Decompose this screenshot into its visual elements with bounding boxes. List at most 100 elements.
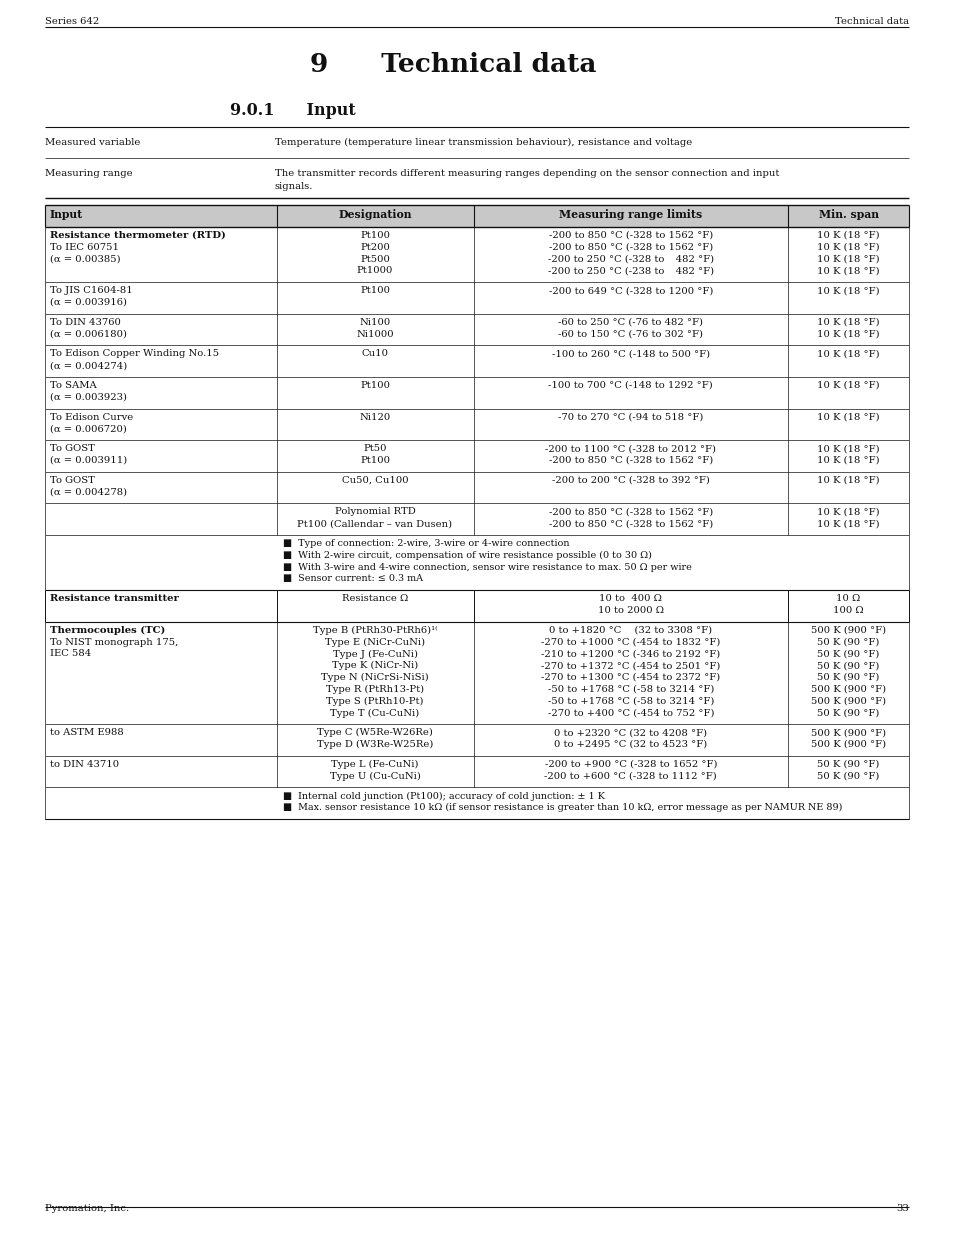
Text: -200 to +900 °C (-328 to 1652 °F): -200 to +900 °C (-328 to 1652 °F) — [544, 760, 717, 769]
Text: Pt200: Pt200 — [359, 243, 390, 252]
Text: (α = 0.00385): (α = 0.00385) — [50, 254, 120, 263]
Text: (α = 0.004278): (α = 0.004278) — [50, 488, 127, 496]
Text: Measured variable: Measured variable — [45, 138, 140, 147]
Text: (α = 0.006720): (α = 0.006720) — [50, 425, 127, 433]
Text: 10 K (18 °F): 10 K (18 °F) — [817, 382, 879, 390]
Text: The transmitter records different measuring ranges depending on the sensor conne: The transmitter records different measur… — [274, 169, 779, 178]
Text: Type R (PtRh13-Pt): Type R (PtRh13-Pt) — [326, 684, 424, 694]
Text: -50 to +1768 °C (-58 to 3214 °F): -50 to +1768 °C (-58 to 3214 °F) — [547, 697, 713, 705]
Text: IEC 584: IEC 584 — [50, 650, 91, 658]
Text: To SAMA: To SAMA — [50, 382, 96, 390]
Text: Pt50: Pt50 — [363, 445, 386, 453]
Text: Type K (NiCr-Ni): Type K (NiCr-Ni) — [332, 661, 417, 671]
Bar — [45, 205, 908, 227]
Text: 10 to 2000 Ω: 10 to 2000 Ω — [598, 606, 663, 615]
Text: (α = 0.006180): (α = 0.006180) — [50, 330, 127, 338]
Text: (α = 0.003911): (α = 0.003911) — [50, 456, 127, 466]
Text: -200 to 850 °C (-328 to 1562 °F): -200 to 850 °C (-328 to 1562 °F) — [548, 508, 712, 516]
Text: -200 to 850 °C (-328 to 1562 °F): -200 to 850 °C (-328 to 1562 °F) — [548, 456, 712, 466]
Text: Type B (PtRh30-PtRh6)¹⁽: Type B (PtRh30-PtRh6)¹⁽ — [313, 626, 436, 635]
Text: 10 K (18 °F): 10 K (18 °F) — [817, 254, 879, 263]
Text: Ni120: Ni120 — [359, 412, 391, 421]
Text: 10 K (18 °F): 10 K (18 °F) — [817, 475, 879, 485]
Text: 10 Ω: 10 Ω — [836, 594, 860, 603]
Text: To JIS C1604-81: To JIS C1604-81 — [50, 287, 132, 295]
Text: Type C (W5Re-W26Re): Type C (W5Re-W26Re) — [316, 729, 433, 737]
Text: 10 to  400 Ω: 10 to 400 Ω — [598, 594, 661, 603]
Text: Type L (Fe-CuNi): Type L (Fe-CuNi) — [331, 760, 418, 769]
Text: Type S (PtRh10-Pt): Type S (PtRh10-Pt) — [326, 697, 423, 705]
Text: Pt1000: Pt1000 — [356, 267, 393, 275]
Text: 10 K (18 °F): 10 K (18 °F) — [817, 267, 879, 275]
Text: Type D (W3Re-W25Re): Type D (W3Re-W25Re) — [316, 740, 433, 750]
Text: 10 K (18 °F): 10 K (18 °F) — [817, 350, 879, 358]
Text: ■  With 3-wire and 4-wire connection, sensor wire resistance to max. 50 Ω per wi: ■ With 3-wire and 4-wire connection, sen… — [282, 563, 691, 572]
Text: 10 K (18 °F): 10 K (18 °F) — [817, 412, 879, 421]
Text: -60 to 150 °C (-76 to 302 °F): -60 to 150 °C (-76 to 302 °F) — [558, 330, 702, 338]
Text: 9.0.1  Input: 9.0.1 Input — [230, 103, 355, 119]
Text: -200 to +600 °C (-328 to 1112 °F): -200 to +600 °C (-328 to 1112 °F) — [544, 772, 717, 781]
Text: ■  Sensor current: ≤ 0.3 mA: ■ Sensor current: ≤ 0.3 mA — [282, 574, 422, 583]
Text: 10 K (18 °F): 10 K (18 °F) — [817, 330, 879, 338]
Text: Temperature (temperature linear transmission behaviour), resistance and voltage: Temperature (temperature linear transmis… — [274, 138, 692, 147]
Text: Type U (Cu-CuNi): Type U (Cu-CuNi) — [330, 772, 420, 781]
Text: 50 K (90 °F): 50 K (90 °F) — [817, 650, 879, 658]
Text: -200 to 649 °C (-328 to 1200 °F): -200 to 649 °C (-328 to 1200 °F) — [548, 287, 712, 295]
Text: Pt500: Pt500 — [359, 254, 390, 263]
Text: to ASTM E988: to ASTM E988 — [50, 729, 124, 737]
Text: 10 K (18 °F): 10 K (18 °F) — [817, 243, 879, 252]
Text: 50 K (90 °F): 50 K (90 °F) — [817, 673, 879, 682]
Text: Type N (NiCrSi-NiSi): Type N (NiCrSi-NiSi) — [321, 673, 429, 682]
Text: 10 K (18 °F): 10 K (18 °F) — [817, 519, 879, 529]
Text: Input: Input — [50, 209, 83, 220]
Text: Measuring range limits: Measuring range limits — [558, 209, 701, 220]
Text: 500 K (900 °F): 500 K (900 °F) — [810, 729, 885, 737]
Text: Series 642: Series 642 — [45, 17, 99, 26]
Text: -270 to +400 °C (-454 to 752 °F): -270 to +400 °C (-454 to 752 °F) — [547, 709, 713, 718]
Text: -270 to +1372 °C (-454 to 2501 °F): -270 to +1372 °C (-454 to 2501 °F) — [540, 661, 720, 671]
Text: Thermocouples (TC): Thermocouples (TC) — [50, 626, 165, 635]
Text: 10 K (18 °F): 10 K (18 °F) — [817, 287, 879, 295]
Text: (α = 0.003916): (α = 0.003916) — [50, 298, 127, 308]
Text: Cu10: Cu10 — [361, 350, 388, 358]
Text: Pt100: Pt100 — [359, 456, 390, 466]
Text: to DIN 43710: to DIN 43710 — [50, 760, 119, 769]
Text: 50 K (90 °F): 50 K (90 °F) — [817, 709, 879, 718]
Text: To GOST: To GOST — [50, 475, 94, 485]
Text: 33: 33 — [895, 1204, 908, 1213]
Text: 500 K (900 °F): 500 K (900 °F) — [810, 697, 885, 705]
Text: Resistance thermometer (RTD): Resistance thermometer (RTD) — [50, 231, 226, 240]
Text: Type E (NiCr-CuNi): Type E (NiCr-CuNi) — [325, 637, 425, 647]
Text: Pt100: Pt100 — [359, 382, 390, 390]
Text: 0 to +2495 °C (32 to 4523 °F): 0 to +2495 °C (32 to 4523 °F) — [554, 740, 707, 748]
Text: Designation: Designation — [338, 209, 412, 220]
Text: To IEC 60751: To IEC 60751 — [50, 243, 119, 252]
Text: Min. span: Min. span — [818, 209, 878, 220]
Text: 100 Ω: 100 Ω — [832, 606, 862, 615]
Text: Type J (Fe-CuNi): Type J (Fe-CuNi) — [333, 650, 417, 658]
Text: Ni100: Ni100 — [359, 317, 391, 327]
Text: ■  Max. sensor resistance 10 kΩ (if sensor resistance is greater than 10 kΩ, err: ■ Max. sensor resistance 10 kΩ (if senso… — [282, 803, 841, 813]
Text: ■  Type of connection: 2-wire, 3-wire or 4-wire connection: ■ Type of connection: 2-wire, 3-wire or … — [282, 538, 568, 548]
Text: 10 K (18 °F): 10 K (18 °F) — [817, 445, 879, 453]
Text: -200 to 250 °C (-328 to   482 °F): -200 to 250 °C (-328 to 482 °F) — [547, 254, 713, 263]
Text: 0 to +2320 °C (32 to 4208 °F): 0 to +2320 °C (32 to 4208 °F) — [554, 729, 706, 737]
Text: 50 K (90 °F): 50 K (90 °F) — [817, 760, 879, 769]
Text: -270 to +1000 °C (-454 to 1832 °F): -270 to +1000 °C (-454 to 1832 °F) — [540, 637, 720, 647]
Text: -200 to 850 °C (-328 to 1562 °F): -200 to 850 °C (-328 to 1562 °F) — [548, 231, 712, 240]
Text: -100 to 260 °C (-148 to 500 °F): -100 to 260 °C (-148 to 500 °F) — [551, 350, 709, 358]
Text: Resistance Ω: Resistance Ω — [341, 594, 408, 603]
Text: -200 to 850 °C (-328 to 1562 °F): -200 to 850 °C (-328 to 1562 °F) — [548, 519, 712, 529]
Text: -200 to 200 °C (-328 to 392 °F): -200 to 200 °C (-328 to 392 °F) — [551, 475, 709, 485]
Text: -50 to +1768 °C (-58 to 3214 °F): -50 to +1768 °C (-58 to 3214 °F) — [547, 684, 713, 694]
Text: -210 to +1200 °C (-346 to 2192 °F): -210 to +1200 °C (-346 to 2192 °F) — [540, 650, 720, 658]
Text: 9    Technical data: 9 Technical data — [310, 52, 596, 77]
Text: 500 K (900 °F): 500 K (900 °F) — [810, 626, 885, 635]
Text: 50 K (90 °F): 50 K (90 °F) — [817, 772, 879, 781]
Text: -200 to 1100 °C (-328 to 2012 °F): -200 to 1100 °C (-328 to 2012 °F) — [545, 445, 716, 453]
Text: To NIST monograph 175,: To NIST monograph 175, — [50, 637, 178, 647]
Text: -60 to 250 °C (-76 to 482 °F): -60 to 250 °C (-76 to 482 °F) — [558, 317, 702, 327]
Text: Pt100: Pt100 — [359, 287, 390, 295]
Text: ■  With 2-wire circuit, compensation of wire resistance possible (0 to 30 Ω): ■ With 2-wire circuit, compensation of w… — [282, 551, 651, 559]
Text: -100 to 700 °C (-148 to 1292 °F): -100 to 700 °C (-148 to 1292 °F) — [548, 382, 713, 390]
